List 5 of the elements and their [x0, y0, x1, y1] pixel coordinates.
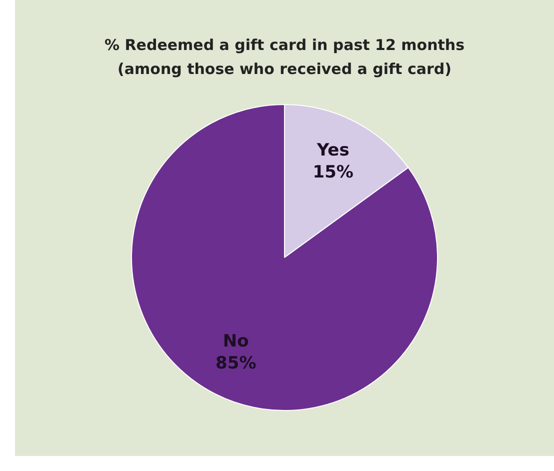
- data-label: 85%: [216, 353, 256, 374]
- data-label: 15%: [312, 162, 354, 182]
- slice-label: Yes: [316, 140, 350, 160]
- slice-label: No: [222, 331, 249, 352]
- chart-title: % Redeemed a gift card in past 12 months (among those who received a gift card): [104, 36, 465, 78]
